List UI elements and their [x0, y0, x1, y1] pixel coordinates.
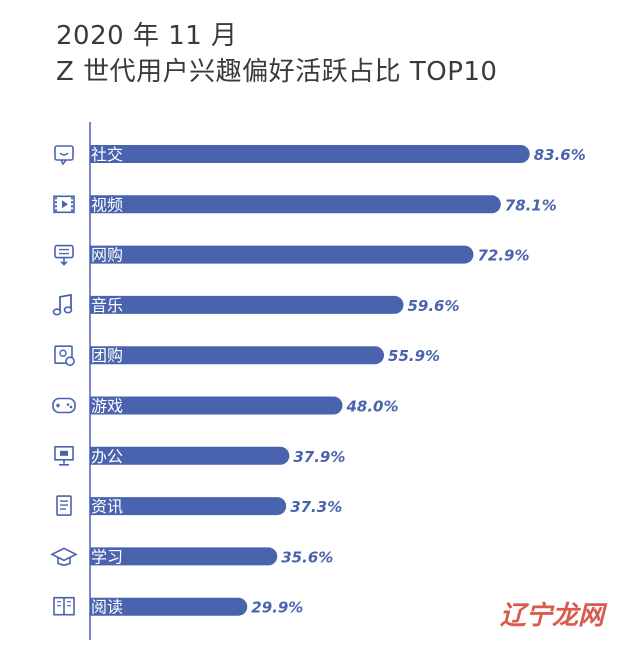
monitor-icon: [54, 445, 74, 466]
graduation-cap-icon: [50, 547, 78, 566]
icon-shape: [53, 195, 75, 214]
icon-shape: [59, 349, 67, 357]
bar-row: 办公 37.9%: [54, 445, 345, 466]
bar-row: 资讯 37.3%: [56, 495, 342, 516]
value-label: 37.3%: [290, 498, 342, 516]
chart-title: Z 世代用户兴趣偏好活跃占比 TOP10: [56, 57, 498, 87]
watermark: 辽宁龙网: [499, 601, 604, 631]
category-label: 音乐: [91, 296, 123, 315]
icon-shape: [60, 500, 68, 510]
bar-row: 社交 83.6%: [54, 145, 586, 166]
icon-shape: [60, 450, 68, 456]
icon-shape: [71, 201, 73, 204]
bar: [90, 597, 248, 616]
value-label: 29.9%: [251, 599, 303, 617]
icon-shape: [55, 201, 57, 204]
value-label: 59.6%: [407, 297, 459, 315]
category-label: 资讯: [91, 497, 123, 516]
shopping-icon: [54, 244, 74, 266]
icon-shape: [65, 356, 75, 367]
category-label: 团购: [91, 346, 123, 365]
icon-shape: [52, 397, 76, 414]
bar-row: 学习 35.6%: [50, 547, 333, 566]
document-icon: [56, 495, 72, 516]
icon-shape: [54, 244, 74, 259]
bar: [90, 245, 474, 264]
icon-shape: [54, 345, 73, 365]
group-buy-icon: [54, 345, 75, 367]
book-icon: [53, 596, 75, 616]
bar: [90, 396, 343, 415]
bar-row: 视频 78.1%: [53, 195, 557, 214]
icon-shape: [63, 306, 73, 314]
icon-shape: [57, 557, 71, 566]
category-label: 办公: [91, 447, 123, 466]
value-label: 78.1%: [505, 196, 557, 214]
value-label: 83.6%: [534, 146, 586, 164]
icon-shape: [71, 205, 73, 208]
icon-shape: [55, 205, 57, 208]
chart-subtitle: 2020 年 11 月: [56, 21, 238, 51]
value-label: 55.9%: [388, 347, 440, 365]
bar: [90, 295, 404, 314]
icon-shape: [55, 209, 57, 212]
category-label: 阅读: [91, 598, 123, 617]
value-label: 72.9%: [477, 247, 529, 265]
icon-shape: [57, 601, 71, 607]
icon-shape: [60, 159, 67, 166]
icon-shape: [56, 403, 60, 408]
bar: [90, 497, 287, 516]
film-icon: [53, 195, 75, 214]
bar: [90, 547, 278, 566]
bar-row: 团购 55.9%: [54, 345, 440, 367]
value-label: 35.6%: [281, 548, 333, 566]
chat-icon: [54, 145, 74, 166]
icon-shape: [59, 152, 69, 156]
bar-row: 阅读 29.9%: [53, 596, 303, 617]
icon-shape: [59, 293, 72, 311]
category-label: 游戏: [91, 397, 123, 416]
bar: [90, 145, 530, 163]
icon-shape: [50, 547, 78, 562]
bar: [90, 346, 385, 365]
icon-shape: [69, 405, 73, 409]
category-label: 视频: [91, 195, 123, 214]
icon-shape: [56, 495, 72, 516]
bar-row: 网购 72.9%: [54, 244, 530, 266]
value-label: 37.9%: [293, 448, 345, 466]
icon-shape: [52, 308, 62, 316]
icon-shape: [71, 209, 73, 212]
category-label: 社交: [91, 145, 123, 164]
icon-shape: [62, 200, 68, 209]
icon-shape: [71, 197, 73, 200]
icon-shape: [54, 145, 74, 161]
gamepad-icon: [52, 397, 76, 414]
icon-shape: [60, 257, 68, 266]
music-note-icon: [52, 293, 73, 316]
icon-shape: [59, 248, 69, 255]
value-label: 48.0%: [345, 398, 398, 416]
title-block: 2020 年 11 月 Z 世代用户兴趣偏好活跃占比 TOP10: [56, 18, 497, 90]
bar: [90, 446, 290, 465]
icon-shape: [59, 459, 69, 466]
icon-shape: [66, 403, 70, 406]
category-label: 学习: [91, 547, 123, 566]
bar: [90, 195, 501, 214]
bar-row: 音乐 59.6%: [52, 293, 460, 316]
bar-row: 游戏 48.0%: [52, 396, 399, 416]
category-label: 网购: [91, 246, 123, 265]
icon-shape: [55, 197, 57, 200]
